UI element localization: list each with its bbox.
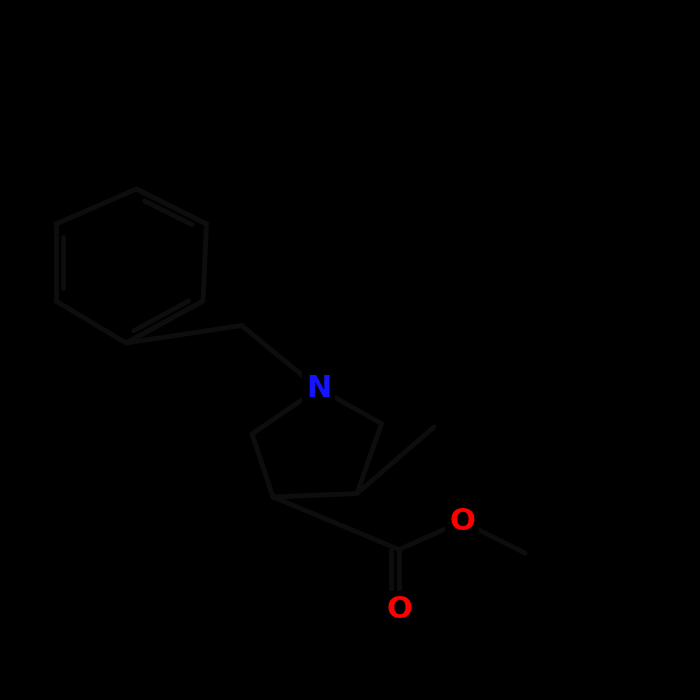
Text: N: N xyxy=(306,374,331,403)
Text: O: O xyxy=(386,594,412,624)
Text: O: O xyxy=(449,507,475,536)
